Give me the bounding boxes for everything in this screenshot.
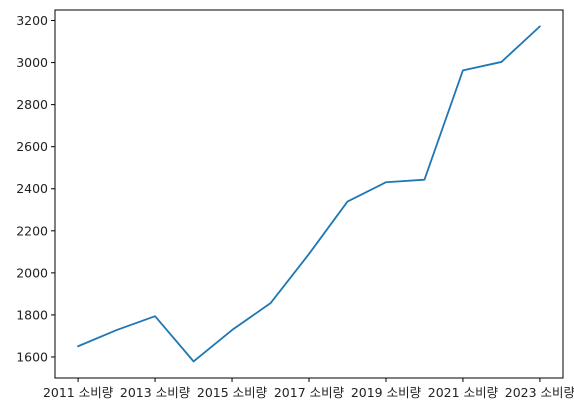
y-tick-label: 3000: [16, 55, 48, 70]
y-tick-label: 1600: [16, 349, 48, 364]
y-tick-label: 3200: [16, 13, 48, 28]
x-tick-label: 2011 소비량: [43, 385, 114, 400]
x-tick-label: 2023 소비량: [505, 385, 574, 400]
y-tick-label: 2800: [16, 97, 48, 112]
x-tick-label: 2017 소비량: [274, 385, 345, 400]
x-tick-label: 2015 소비량: [197, 385, 268, 400]
x-tick-label: 2013 소비량: [120, 385, 191, 400]
y-tick-label: 1800: [16, 307, 48, 322]
x-axis: 2011 소비량 2013 소비량 2015 소비량 2017 소비량 2019 소비량…: [43, 378, 574, 400]
x-tick-label: 2021 소비량: [428, 385, 499, 400]
y-tick-label: 2200: [16, 223, 48, 238]
y-tick-label: 2000: [16, 265, 48, 280]
y-axis: 1600 1800 2000 2200 2400 2600 2800 3000 3200: [16, 13, 55, 364]
y-tick-label: 2400: [16, 181, 48, 196]
series-line: [77, 25, 541, 363]
x-tick-label: 2019 소비량: [351, 385, 422, 400]
y-tick-label: 2600: [16, 139, 48, 154]
